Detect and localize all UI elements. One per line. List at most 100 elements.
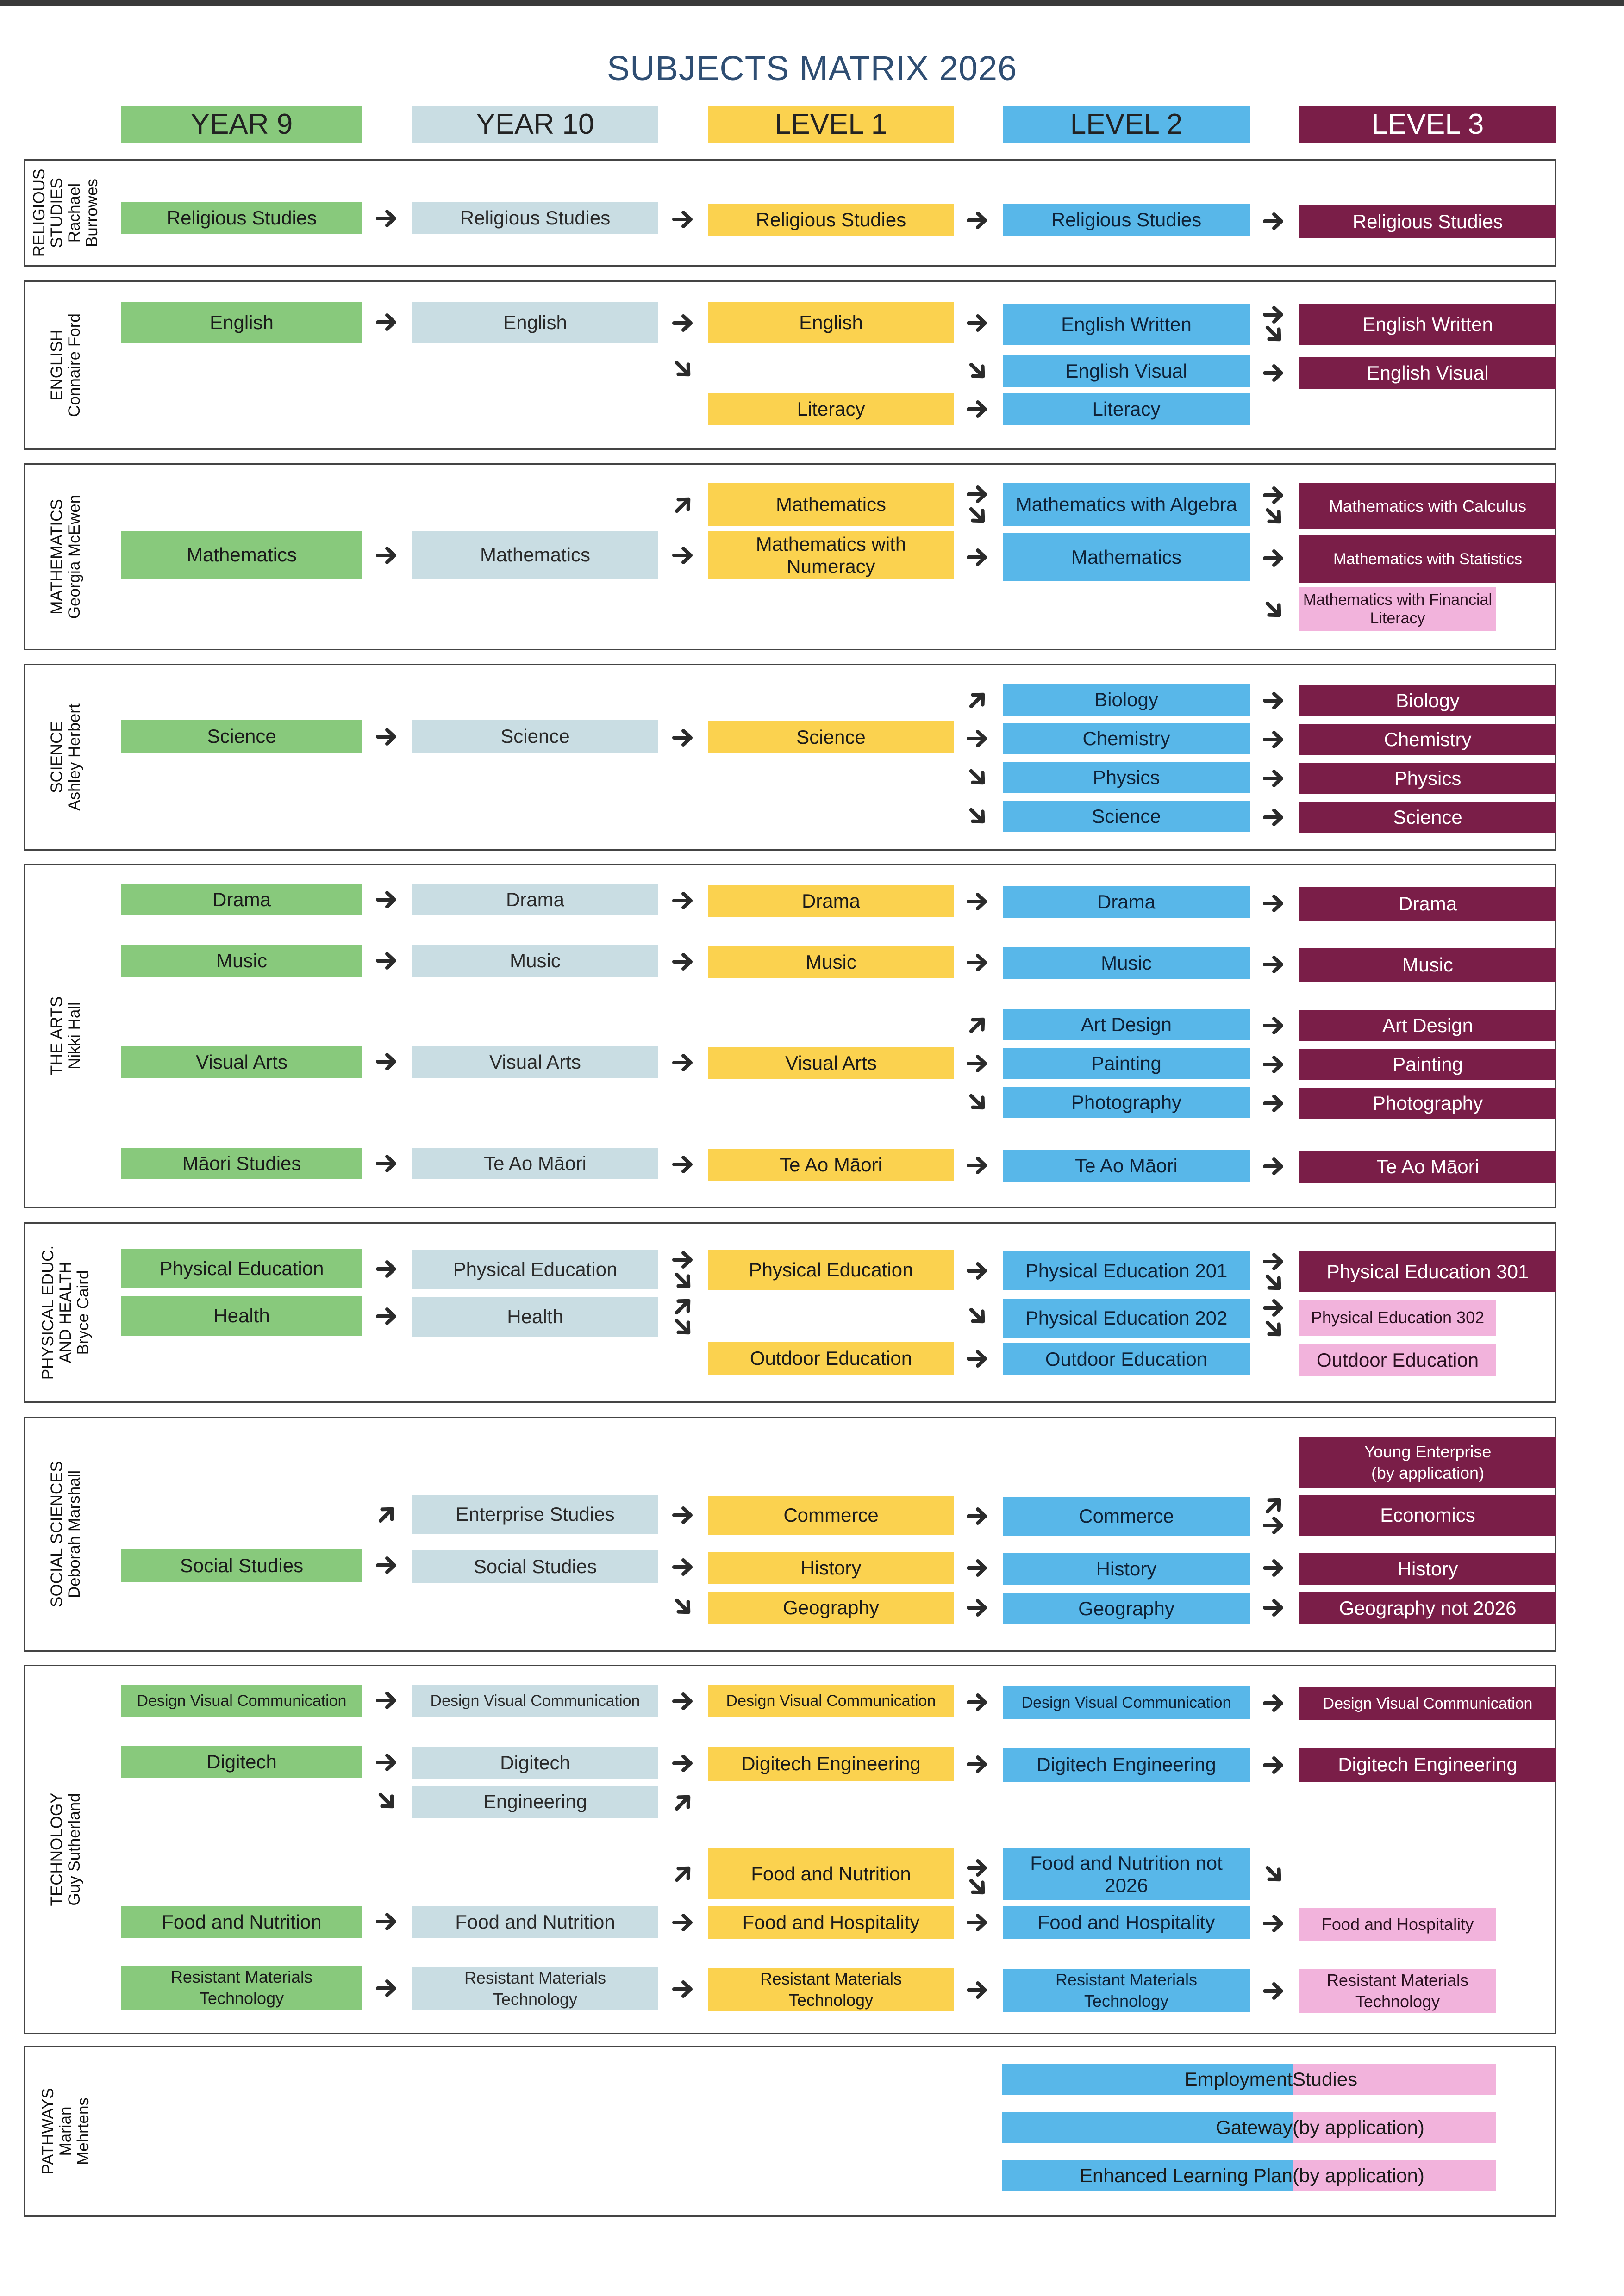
arrow-right-icon: [671, 1503, 695, 1527]
subject-box: Te Ao Māori: [1299, 1151, 1556, 1183]
subject-box: Commerce: [708, 1496, 954, 1535]
dept-label-religious: RELIGIOUS STUDIES Rachael Burrowes: [24, 159, 107, 267]
arrow-right-icon: [1262, 805, 1286, 829]
arrow-down-right-icon: [671, 357, 695, 381]
arrow-right-icon: [966, 1052, 990, 1076]
subject-box: Mathematics with Calculus: [1299, 483, 1556, 529]
arrow-right-icon: [1262, 361, 1286, 385]
arrow-down-right-icon: [671, 1595, 695, 1619]
arrow-up-right-icon: [671, 1790, 695, 1814]
subject-box: Design Visual Communication: [1299, 1687, 1556, 1720]
arrow-up-right-icon: [671, 1294, 695, 1318]
subject-box: Visual Arts: [412, 1046, 658, 1078]
subject-box: Music: [708, 946, 954, 978]
subject-box: Physical Education 202: [1003, 1299, 1250, 1338]
subject-box: Young Enterprise (by application): [1299, 1437, 1556, 1488]
arrow-right-icon: [966, 1856, 990, 1880]
arrow-right-icon: [1262, 1691, 1286, 1715]
arrow-right-icon: [1262, 1296, 1286, 1320]
arrow-right-icon: [671, 207, 695, 231]
arrow-right-icon: [1262, 209, 1286, 233]
subject-box: Music: [1003, 947, 1250, 979]
arrow-right-icon: [375, 543, 399, 567]
subject-box: Science: [121, 720, 362, 753]
subject-box: Physical Education 302: [1299, 1300, 1496, 1336]
arrow-right-icon: [966, 727, 990, 751]
subject-box: Mathematics with Numeracy: [708, 531, 954, 579]
arrow-right-icon: [375, 1910, 399, 1934]
arrow-down-right-icon: [1262, 322, 1286, 346]
arrow-right-icon: [375, 206, 399, 230]
dept-name: MATHEMATICS: [48, 499, 66, 615]
subject-box: Outdoor Education: [1003, 1343, 1250, 1375]
arrow-down-right-icon: [966, 804, 990, 828]
subject-box: Mathematics: [1003, 533, 1250, 581]
arrow-right-icon: [1262, 952, 1286, 977]
subject-box: Mathematics with Algebra: [1003, 483, 1250, 526]
subject-box: Health: [412, 1297, 658, 1337]
subject-box: Resistant Materials Technology: [1003, 1969, 1250, 2012]
subject-box: Geography: [1003, 1593, 1250, 1624]
arrow-right-icon: [1262, 1091, 1286, 1115]
arrow-right-icon: [1262, 1979, 1286, 2003]
subject-box: History: [708, 1552, 954, 1584]
pathway-bar: Enhanced Learning Plan (by application): [1002, 2160, 1496, 2191]
arrow-down-right-icon: [1262, 504, 1286, 529]
subject-box: Digitech Engineering: [1003, 1748, 1250, 1782]
subject-box: Food and Nutrition: [121, 1906, 362, 1938]
arrow-right-icon: [375, 1976, 399, 2000]
subject-box: Māori Studies: [121, 1148, 362, 1179]
dept-label-physical-education: PHYSICAL EDUC. AND HEALTH Bryce Caird: [24, 1222, 107, 1403]
dept-name: PHYSICAL EDUC.: [39, 1245, 57, 1380]
subject-box: Science: [1003, 801, 1250, 832]
arrow-right-icon: [671, 950, 695, 974]
arrow-right-icon: [966, 1752, 990, 1776]
arrow-right-icon: [375, 310, 399, 334]
arrow-down-right-icon: [966, 1304, 990, 1328]
arrow-right-icon: [671, 1051, 695, 1075]
arrow-right-icon: [1262, 1052, 1286, 1076]
arrow-right-icon: [966, 1504, 990, 1528]
dept-lead: Burrowes: [83, 179, 101, 247]
arrow-right-icon: [671, 1689, 695, 1713]
dept-lead: Georgia McEwen: [65, 494, 83, 619]
arrow-right-icon: [671, 1152, 695, 1176]
arrow-right-icon: [966, 208, 990, 232]
dept-label-science: SCIENCE Ashley Herbert: [24, 664, 107, 851]
subject-box: Music: [412, 945, 658, 977]
arrow-down-right-icon: [966, 1875, 990, 1899]
subject-box: Drama: [1299, 887, 1556, 921]
arrow-right-icon: [966, 1347, 990, 1371]
subject-box: Design Visual Communication: [1003, 1686, 1250, 1719]
arrow-down-right-icon: [1262, 1317, 1286, 1341]
subject-box: Design Visual Communication: [121, 1685, 362, 1717]
subject-box: Science: [708, 721, 954, 753]
dept-name: SOCIAL SCIENCES: [48, 1461, 66, 1607]
subject-box: Engineering: [412, 1786, 658, 1818]
subject-box: Mathematics: [412, 531, 658, 579]
subject-box: Resistant Materials Technology: [708, 1968, 954, 2011]
subject-box: Resistant Materials Technology: [412, 1967, 658, 2010]
subject-box: Health: [121, 1296, 362, 1336]
arrow-right-icon: [966, 1153, 990, 1177]
dept-lead: Ashley Herbert: [65, 703, 83, 811]
subject-box: Chemistry: [1299, 724, 1556, 755]
arrow-right-icon: [966, 890, 990, 914]
pathway-right: (by application): [1293, 2160, 1496, 2191]
arrow-down-right-icon: [966, 504, 990, 528]
arrow-right-icon: [1262, 1250, 1286, 1274]
subject-box: Te Ao Māori: [412, 1148, 658, 1179]
subject-box: Outdoor Education: [708, 1342, 954, 1375]
scan-edge: [0, 0, 1624, 6]
subject-box: Painting: [1003, 1048, 1250, 1079]
arrow-right-icon: [671, 1248, 695, 1272]
arrow-right-icon: [671, 726, 695, 750]
arrow-right-icon: [375, 1304, 399, 1328]
arrow-right-icon: [966, 1556, 990, 1580]
subject-box: Physical Education: [708, 1250, 954, 1290]
subject-box: Religious Studies: [121, 202, 362, 234]
subject-box: Digitech: [412, 1747, 658, 1779]
subject-box: Food and Hospitality: [708, 1906, 954, 1939]
subject-box: Physical Education: [412, 1250, 658, 1289]
subject-box: Food and Nutrition: [412, 1906, 658, 1938]
